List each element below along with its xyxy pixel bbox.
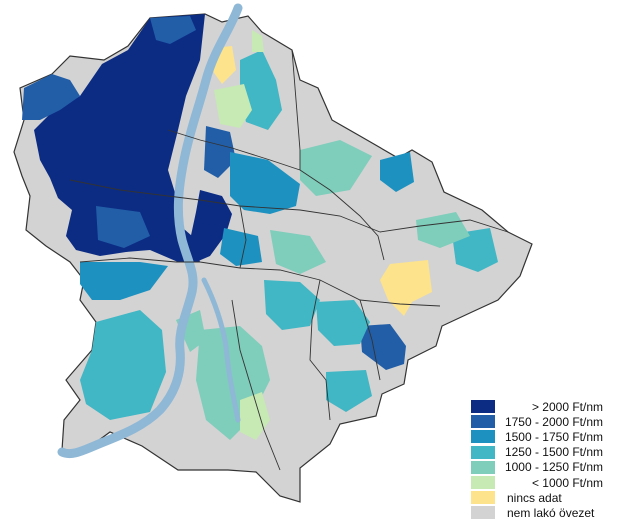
- legend-label: 1250 - 1500 Ft/nm: [504, 445, 603, 460]
- legend-swatch: [471, 430, 495, 444]
- region-1500-1750-east: [380, 152, 414, 192]
- legend-item: < 1000 Ft/nm: [471, 475, 611, 490]
- region-1000-1250-mid: [270, 230, 326, 274]
- legend: > 2000 Ft/nm 1750 - 2000 Ft/nm 1500 - 17…: [471, 399, 611, 521]
- danube-river: [57, 3, 243, 459]
- legend-item: 1250 - 1500 Ft/nm: [471, 445, 611, 460]
- region-over-2000-buda: [34, 14, 205, 262]
- legend-item: 1750 - 2000 Ft/nm: [471, 414, 611, 429]
- region-1250-1500-east: [452, 228, 498, 272]
- legend-swatch: [471, 460, 495, 474]
- legend-swatch: [471, 491, 495, 505]
- legend-item: 1500 - 1750 Ft/nm: [471, 429, 611, 444]
- legend-label: 1750 - 2000 Ft/nm: [504, 414, 603, 429]
- legend-item: > 2000 Ft/nm: [471, 399, 611, 414]
- legend-item: nem lakó övezet: [471, 505, 611, 520]
- region-1750-2000-center: [204, 126, 236, 178]
- region-1750-2000-pest-east: [360, 324, 406, 370]
- region-1250-1500-pest-mid: [264, 280, 320, 330]
- region-1750-2000-north: [150, 16, 196, 44]
- region-under-1000-top: [252, 30, 264, 52]
- legend-label: nincs adat: [507, 490, 562, 505]
- region-1750-2000-buda-mid: [96, 206, 150, 248]
- region-1500-1750-pest: [230, 152, 300, 214]
- legend-label: < 1000 Ft/nm: [531, 475, 603, 490]
- region-under-1000-north: [214, 84, 252, 128]
- legend-item: nincs adat: [471, 490, 611, 505]
- legend-label: 1500 - 1750 Ft/nm: [504, 429, 603, 444]
- region-1750-2000-west: [22, 74, 80, 120]
- legend-swatch: [471, 506, 495, 520]
- region-1000-1250-far-east: [416, 212, 470, 248]
- region-1250-1500-pest-east: [316, 300, 370, 346]
- region-over-2000-center: [190, 190, 232, 262]
- region-1250-1500-southwest: [80, 310, 166, 420]
- region-1500-1750-buda-south: [80, 262, 168, 300]
- danube-island: [201, 277, 241, 423]
- region-no-data-east: [380, 260, 432, 316]
- region-1250-1500-southeast: [326, 370, 372, 412]
- district-boundaries: [69, 49, 509, 471]
- legend-label: > 2000 Ft/nm: [531, 399, 603, 414]
- legend-swatch: [471, 476, 495, 490]
- region-1500-1750-pest2: [220, 228, 262, 266]
- legend-swatch: [471, 445, 495, 459]
- legend-item: 1000 - 1250 Ft/nm: [471, 460, 611, 475]
- legend-swatch: [471, 400, 495, 414]
- region-under-1000-south: [240, 392, 270, 440]
- legend-swatch: [471, 415, 495, 429]
- legend-label: 1000 - 1250 Ft/nm: [504, 460, 603, 475]
- legend-label: nem lakó övezet: [507, 505, 595, 520]
